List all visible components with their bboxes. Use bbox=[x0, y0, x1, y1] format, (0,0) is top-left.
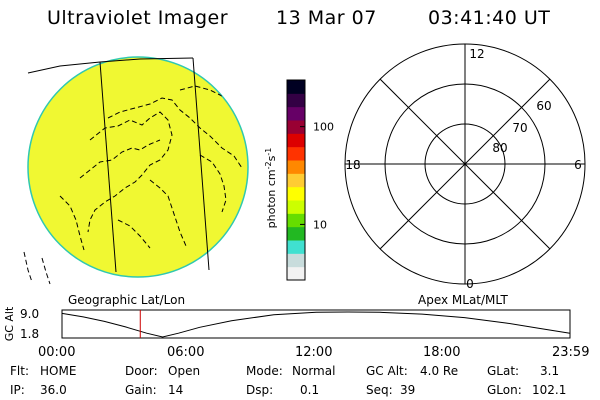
mlt-label-18: 18 bbox=[345, 158, 360, 172]
time-tick-0000: 00:00 bbox=[38, 345, 76, 360]
colorbar-cell bbox=[287, 93, 305, 108]
colorbar-cell bbox=[287, 106, 305, 121]
orbit-altitude-line bbox=[61, 311, 570, 338]
colorbar-cells bbox=[287, 80, 305, 281]
flt-label: Flt: bbox=[10, 364, 29, 378]
gain-label: Gain: bbox=[125, 383, 157, 397]
lat-label-60: 60 bbox=[536, 99, 551, 113]
earth-disc bbox=[27, 56, 249, 278]
door-value: Open bbox=[168, 364, 201, 378]
ip-label: IP: bbox=[10, 383, 25, 397]
colorbar-cell bbox=[287, 120, 305, 134]
gain-value: 14 bbox=[168, 383, 184, 397]
image-date: 13 Mar 07 bbox=[276, 7, 377, 29]
colorbar-frame bbox=[286, 79, 306, 281]
colorbar-tick-label: 10 bbox=[313, 218, 327, 231]
dsp-label: Dsp: bbox=[246, 383, 274, 397]
latlon-grid bbox=[99, 57, 210, 273]
polar-diagonal-2 bbox=[379, 78, 551, 250]
dsp-value: 0.1 bbox=[300, 383, 320, 397]
colorbar-cell bbox=[287, 160, 305, 174]
altitude-tick-min: 1.8 bbox=[20, 327, 40, 341]
colorbar-cell bbox=[287, 253, 305, 268]
altitude-tick-max: 9.0 bbox=[20, 307, 40, 321]
colorbar-cell bbox=[287, 200, 305, 214]
colorbar-cell bbox=[287, 240, 305, 254]
colorbar-cell bbox=[287, 266, 305, 281]
glon-label: GLon: bbox=[487, 383, 522, 397]
image-time: 03:41:40 UT bbox=[428, 7, 551, 29]
seq-label: Seq: bbox=[366, 383, 393, 397]
colorbar-cell bbox=[287, 226, 305, 241]
colorbar-label: photon cm-2s-1 bbox=[264, 148, 278, 229]
mlt-label-6: 6 bbox=[574, 158, 582, 172]
mlt-label-0: 0 bbox=[466, 277, 474, 291]
gc-alt-label: GC Alt: bbox=[366, 364, 408, 378]
gc-alt-value: 4.0 Re bbox=[420, 364, 459, 378]
time-tick-1200: 12:00 bbox=[295, 345, 333, 360]
glon-value: 102.1 bbox=[532, 383, 567, 397]
colorbar: 100 10 photon cm-2s-1 bbox=[264, 79, 334, 281]
colorbar-ticks: 100 10 bbox=[300, 121, 334, 231]
mode-value: Normal bbox=[292, 364, 336, 378]
horizon-arc bbox=[27, 57, 194, 74]
time-tick-1800: 18:00 bbox=[423, 345, 461, 360]
mlt-label-12: 12 bbox=[469, 47, 484, 61]
colorbar-cell bbox=[287, 186, 305, 201]
polar-plot bbox=[344, 43, 586, 285]
lat-label-80: 80 bbox=[492, 141, 507, 155]
polar-labels: 12 0 18 6 60 70 80 bbox=[345, 47, 581, 291]
colorbar-tick-label: 100 bbox=[313, 121, 334, 134]
coastline-overlay bbox=[59, 85, 243, 251]
mode-label: Mode: bbox=[246, 364, 283, 378]
colorbar-cell bbox=[287, 173, 305, 188]
colorbar-cell bbox=[287, 133, 305, 148]
outer-coast-lines bbox=[23, 251, 51, 285]
altitude-plot-frame bbox=[61, 309, 571, 339]
time-tick-0600: 06:00 bbox=[167, 345, 205, 360]
app-title: Ultraviolet Imager bbox=[47, 7, 229, 29]
altitude-ylabel: GC Alt bbox=[3, 306, 16, 341]
colorbar-cell bbox=[287, 146, 305, 161]
lat-label-70: 70 bbox=[512, 121, 527, 135]
seq-value: 39 bbox=[400, 383, 416, 397]
glat-label: GLat: bbox=[487, 364, 520, 378]
image-panel-subtitle: Geographic Lat/Lon bbox=[68, 293, 186, 307]
flt-value: HOME bbox=[40, 364, 77, 378]
time-tick-2359: 23:59 bbox=[552, 345, 590, 360]
colorbar-cell bbox=[287, 80, 305, 94]
colorbar-cell bbox=[287, 213, 305, 228]
ip-value: 36.0 bbox=[40, 383, 67, 397]
glat-value: 3.1 bbox=[540, 364, 560, 378]
altitude-plot: GC Alt bbox=[3, 306, 571, 341]
polar-panel-subtitle: Apex MLat/MLT bbox=[418, 293, 508, 307]
uv-image-panel bbox=[23, 56, 249, 285]
door-label: Door: bbox=[125, 364, 158, 378]
